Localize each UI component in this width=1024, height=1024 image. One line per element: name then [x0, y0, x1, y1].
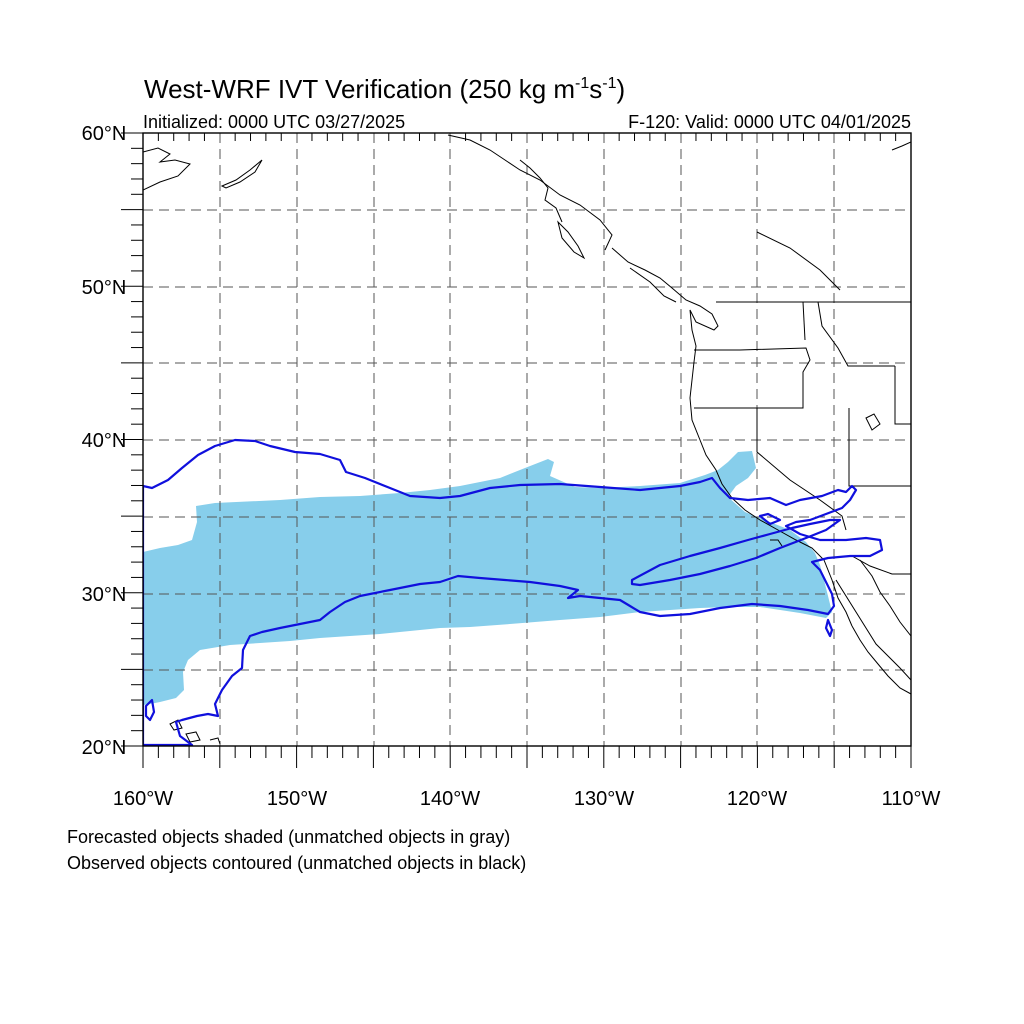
graticule — [143, 133, 911, 746]
lat-label-30: 30°N — [82, 584, 127, 606]
valid-time-label: F-120: Valid: 0000 UTC 04/01/2025 — [628, 112, 911, 132]
lat-label-20: 20°N — [82, 737, 127, 759]
observed-object-main — [143, 438, 884, 746]
observed-object-inner — [630, 518, 842, 587]
figure-title: West-WRF IVT Verification (250 kg m-1s-1… — [144, 74, 625, 104]
lon-label-130w: 130°W — [574, 788, 634, 810]
legend-forecast-note: Forecasted objects shaded (unmatched obj… — [67, 827, 510, 847]
lat-label-50: 50°N — [82, 277, 127, 299]
lon-label-150w: 150°W — [267, 788, 327, 810]
observed-contours — [143, 438, 884, 746]
legend-observed-note: Observed objects contoured (unmatched ob… — [67, 853, 526, 873]
axis-ticks — [121, 132, 912, 768]
lon-label-120w: 120°W — [727, 788, 787, 810]
lon-label-110w: 110°W — [882, 788, 941, 810]
lat-label-40: 40°N — [82, 430, 127, 452]
lon-label-140w: 140°W — [420, 788, 480, 810]
lat-label-60: 60°N — [82, 123, 127, 145]
map-area — [143, 133, 911, 746]
lon-label-160w: 160°W — [113, 788, 173, 810]
coastlines — [143, 134, 911, 745]
init-time-label: Initialized: 0000 UTC 03/27/2025 — [143, 112, 405, 132]
